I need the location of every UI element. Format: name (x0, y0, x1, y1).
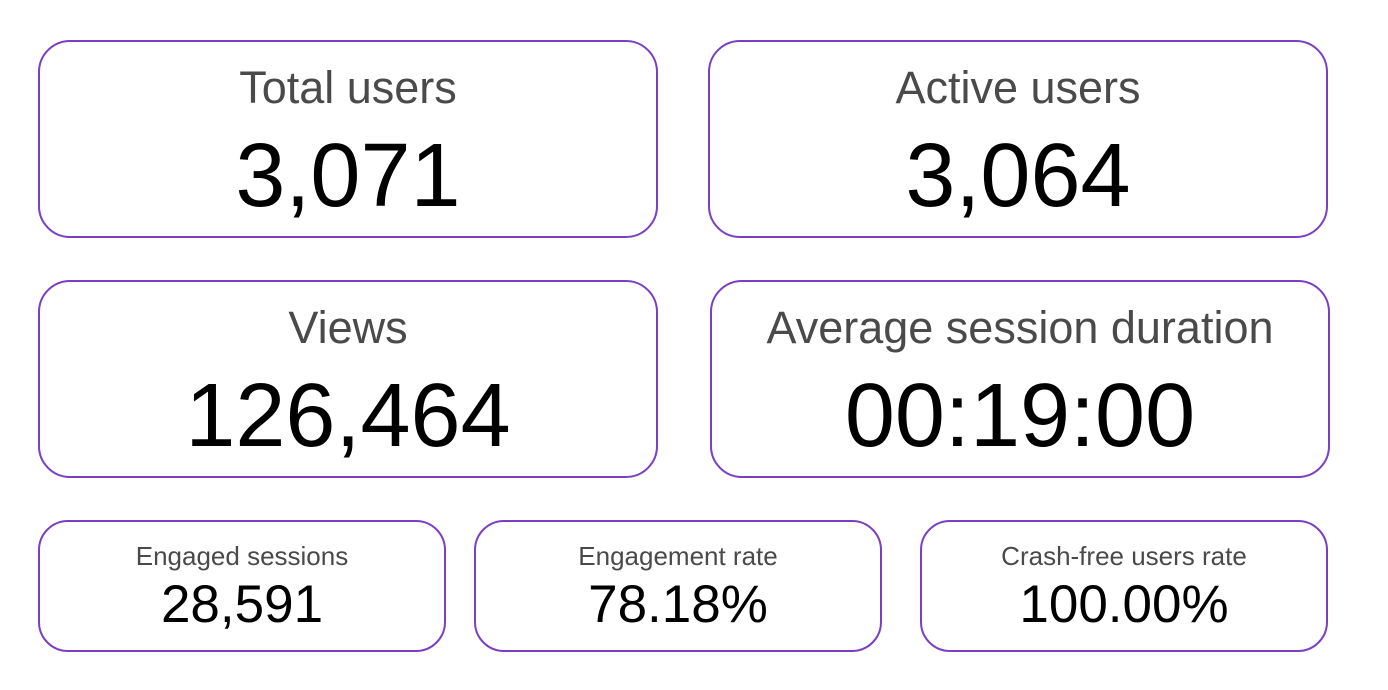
average-session-duration-label: Average session duration (766, 302, 1274, 353)
engagement-rate-label: Engagement rate (578, 541, 778, 571)
engaged-sessions-card: Engaged sessions 28,591 (38, 520, 446, 652)
average-session-duration-card: Average session duration 00:19:00 (710, 280, 1330, 478)
engaged-sessions-value: 28,591 (160, 575, 324, 634)
total-users-label: Total users (239, 62, 457, 113)
active-users-card: Active users 3,064 (708, 40, 1328, 238)
active-users-label: Active users (895, 62, 1141, 113)
total-users-value: 3,071 (235, 126, 461, 226)
crash-free-users-rate-card: Crash-free users rate 100.00% (920, 520, 1328, 652)
average-session-duration-value: 00:19:00 (844, 366, 1196, 466)
engagement-rate-card: Engagement rate 78.18% (474, 520, 882, 652)
crash-free-users-rate-value: 100.00% (1019, 575, 1229, 634)
views-value: 126,464 (185, 366, 511, 466)
engagement-rate-value: 78.18% (588, 575, 768, 634)
crash-free-users-rate-label: Crash-free users rate (1001, 541, 1247, 571)
active-users-value: 3,064 (905, 126, 1131, 226)
views-label: Views (288, 302, 408, 353)
total-users-card: Total users 3,071 (38, 40, 658, 238)
views-card: Views 126,464 (38, 280, 658, 478)
engaged-sessions-label: Engaged sessions (135, 541, 349, 571)
